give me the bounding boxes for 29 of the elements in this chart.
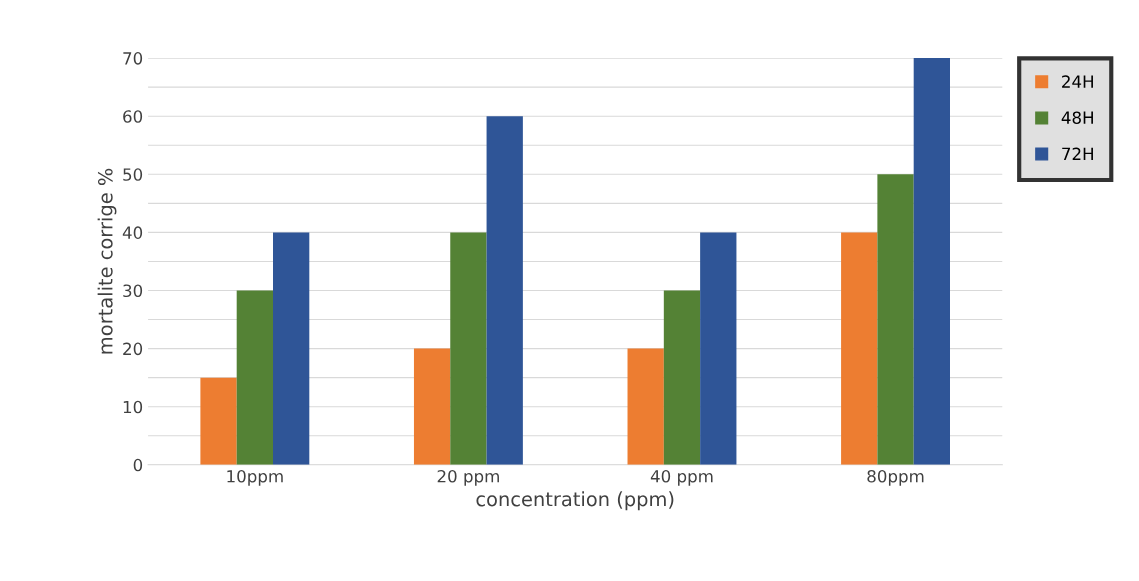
x-tick-label: 20 ppm [437, 469, 499, 486]
bar [877, 174, 914, 465]
bar [913, 58, 950, 465]
x-axis-title: concentration (ppm) [476, 491, 674, 511]
bar [273, 232, 310, 465]
bar [450, 232, 487, 465]
bar [627, 348, 664, 465]
x-tick-label: 10ppm [227, 469, 283, 486]
y-tick-label: 10 [123, 400, 143, 414]
legend-label: 48H [1061, 111, 1093, 124]
y-tick-label: 20 [123, 342, 143, 356]
y-tick-label: 70 [123, 52, 143, 65]
bar [413, 348, 451, 465]
bar [663, 290, 701, 465]
y-tick-label: 30 [123, 284, 143, 298]
x-tick-label: 80ppm [867, 469, 924, 486]
x-tick-label: 40 ppm [650, 469, 713, 486]
legend-label: 24H [1062, 75, 1093, 88]
bar [700, 232, 737, 465]
y-tick-label: 50 [123, 168, 143, 181]
bar [236, 290, 273, 465]
y-tick-label: 40 [122, 226, 143, 239]
bar [200, 377, 237, 465]
bar [486, 116, 523, 465]
y-tick-label: 0 [133, 458, 143, 472]
legend-label: 72H [1062, 147, 1093, 160]
y-tick-label: 60 [123, 110, 143, 123]
bar [841, 232, 878, 465]
y-axis-title: mortalite corrige % [97, 168, 117, 354]
